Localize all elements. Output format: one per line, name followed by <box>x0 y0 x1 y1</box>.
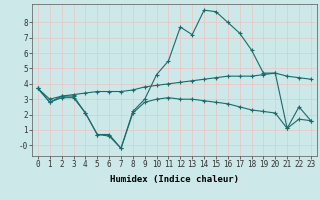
X-axis label: Humidex (Indice chaleur): Humidex (Indice chaleur) <box>110 175 239 184</box>
